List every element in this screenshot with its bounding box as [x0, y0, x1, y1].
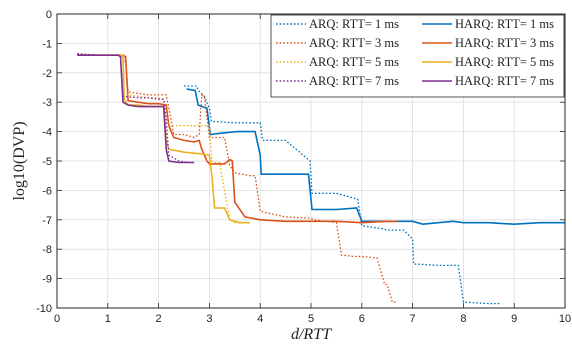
y-tick-label: -7	[42, 215, 52, 227]
x-tick-label: 6	[359, 313, 365, 325]
x-tick-label: 7	[410, 313, 416, 325]
arq-series-line-4	[77, 54, 245, 224]
legend-entry: ARQ: RTT= 1 ms	[309, 17, 399, 31]
y-tick-label: -5	[42, 156, 52, 168]
legend-entry: ARQ: RTT= 3 ms	[309, 36, 399, 50]
x-tick-label: 3	[206, 313, 212, 325]
y-axis-label: log10(DVP)	[11, 121, 28, 200]
y-tick-label: -6	[42, 185, 52, 197]
harq-series-line-7	[77, 54, 195, 164]
x-tick-label: 5	[308, 313, 314, 325]
y-tick-label: -4	[42, 127, 52, 139]
y-tick-label: -8	[42, 244, 52, 256]
x-tick-labels: 0 1 2 3 4 5 6 7 8 9 10	[54, 313, 571, 325]
x-tick-label: 4	[257, 313, 263, 325]
x-axis-label: d/RTT	[291, 326, 332, 343]
legend: ARQ: RTT= 1 ms HARQ: RTT= 1 ms ARQ: RTT= 3…	[270, 14, 565, 98]
legend-entry: ARQ: RTT= 7 ms	[309, 74, 399, 88]
x-tick-label: 9	[511, 313, 517, 325]
y-tick-label: -2	[42, 68, 52, 80]
y-tick-label: -10	[36, 303, 52, 315]
x-tick-label: 8	[460, 313, 466, 325]
y-tick-label: -1	[42, 38, 52, 50]
x-tick-label: 0	[54, 313, 60, 325]
legend-entry: HARQ: RTT= 3 ms	[455, 36, 554, 50]
legend-entry: ARQ: RTT= 5 ms	[309, 55, 399, 69]
x-tick-label: 2	[156, 313, 162, 325]
x-tick-label: 1	[105, 313, 111, 325]
x-tick-label: 10	[559, 313, 571, 325]
legend-box	[270, 14, 565, 98]
series-lines	[77, 53, 565, 305]
legend-entry: HARQ: RTT= 7 ms	[455, 74, 554, 88]
y-tick-labels: 0 -1 -2 -3 -4 -5 -6 -7 -8 -9 -10	[36, 9, 52, 315]
y-tick-label: -3	[42, 97, 52, 109]
y-tick-label: 0	[46, 9, 52, 21]
legend-entry: HARQ: RTT= 1 ms	[455, 17, 554, 31]
y-tick-label: -9	[42, 274, 52, 286]
harq-series-line-1	[186, 88, 565, 226]
legend-entry: HARQ: RTT= 5 ms	[455, 55, 554, 69]
